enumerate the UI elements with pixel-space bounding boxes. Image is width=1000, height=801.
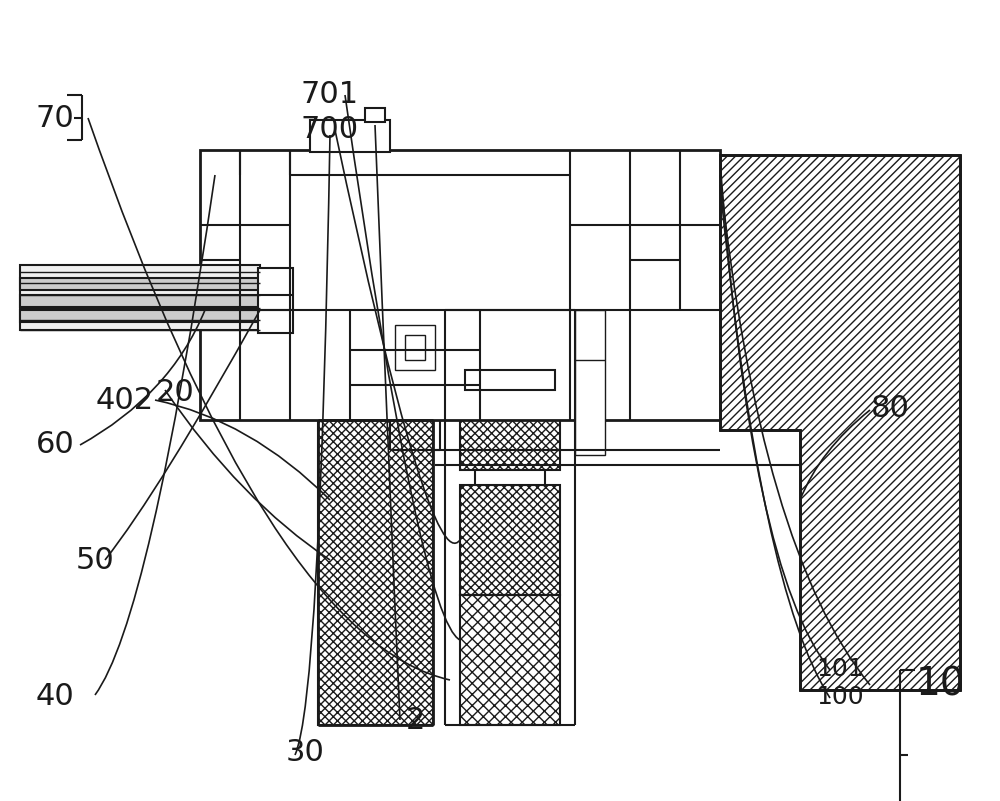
Text: 70: 70 — [36, 104, 74, 133]
Text: 50: 50 — [76, 546, 114, 575]
Bar — [258, 268, 293, 333]
Bar — [20, 278, 260, 290]
Bar — [395, 325, 435, 370]
Bar — [405, 335, 425, 360]
Bar — [460, 595, 560, 725]
Bar — [475, 470, 545, 485]
Bar — [460, 390, 560, 470]
Polygon shape — [720, 155, 960, 690]
Text: 60: 60 — [36, 430, 74, 459]
Bar — [318, 420, 433, 725]
Text: 402: 402 — [96, 386, 154, 415]
Bar — [310, 120, 390, 152]
Bar — [460, 310, 560, 370]
Bar — [575, 310, 605, 455]
Text: 30: 30 — [286, 739, 324, 767]
Text: 700: 700 — [301, 115, 359, 144]
Text: 100: 100 — [816, 685, 864, 709]
Bar — [200, 150, 720, 420]
Text: 2: 2 — [405, 706, 425, 735]
Bar — [365, 108, 385, 122]
Text: 701: 701 — [301, 80, 359, 109]
Text: 40: 40 — [36, 682, 74, 711]
Bar — [20, 310, 260, 322]
Bar — [465, 370, 555, 390]
Bar — [20, 295, 260, 307]
Bar — [460, 485, 560, 595]
Bar — [20, 265, 260, 330]
Text: 20: 20 — [156, 378, 194, 407]
Text: 101: 101 — [816, 657, 864, 681]
Text: 10: 10 — [915, 666, 965, 704]
Text: 80: 80 — [871, 394, 909, 423]
